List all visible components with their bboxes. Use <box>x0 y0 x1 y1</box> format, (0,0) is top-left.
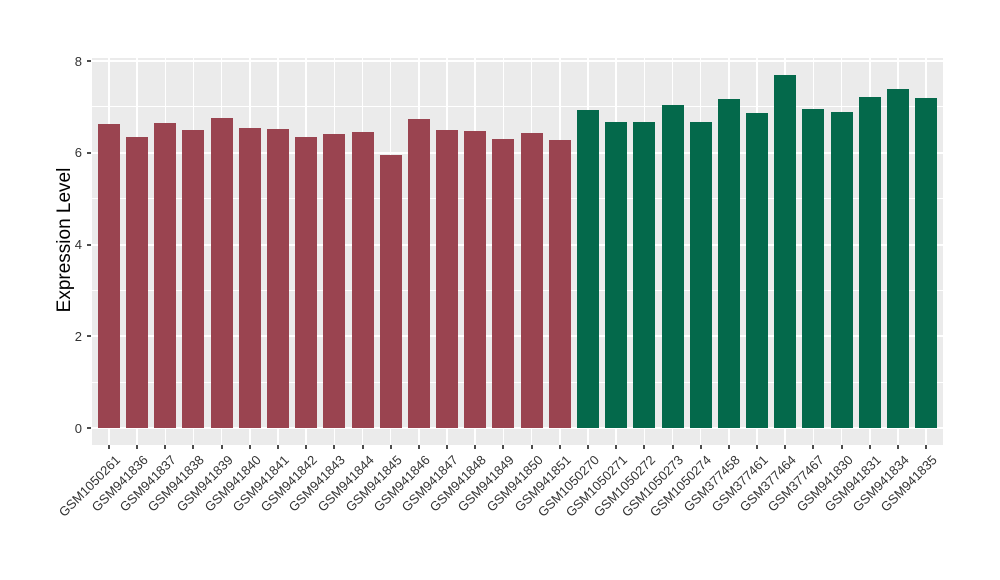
x-tick-mark <box>671 445 674 449</box>
x-tick-mark <box>474 445 477 449</box>
x-tick-mark <box>446 445 449 449</box>
x-tick-mark <box>615 445 618 449</box>
y-tick-label: 4 <box>74 237 82 252</box>
x-tick-mark <box>840 445 843 449</box>
bar-GSM941838 <box>182 129 205 428</box>
bar-GSM941845 <box>379 155 402 428</box>
bar-GSM1050261 <box>97 124 120 428</box>
bar-GSM941836 <box>126 136 149 428</box>
x-tick-mark <box>756 445 759 449</box>
bar-GSM941834 <box>886 88 909 428</box>
bar-GSM941846 <box>407 118 430 428</box>
x-tick-mark <box>558 445 561 449</box>
gridline-minor <box>92 289 943 291</box>
x-tick-mark <box>192 445 195 449</box>
bar-GSM1050272 <box>633 122 656 428</box>
y-tick-label: 2 <box>74 328 82 344</box>
bar-GSM941844 <box>351 132 374 428</box>
bar-GSM377464 <box>774 74 797 428</box>
bar-GSM941837 <box>154 122 177 428</box>
bar-GSM941847 <box>436 129 459 428</box>
x-tick-mark <box>812 445 815 449</box>
bar-GSM941842 <box>295 136 318 428</box>
y-tick-label: 8 <box>74 53 82 69</box>
bar-GSM377467 <box>802 109 825 428</box>
x-tick-mark <box>896 445 899 449</box>
x-tick-mark <box>530 445 533 449</box>
gridline-minor <box>92 106 943 108</box>
x-tick-mark <box>643 445 646 449</box>
gridline-major <box>92 60 943 62</box>
bar-GSM941830 <box>830 112 853 428</box>
x-tick-mark <box>136 445 139 449</box>
x-tick-mark <box>361 445 364 449</box>
x-tick-mark <box>389 445 392 449</box>
bar-GSM1050274 <box>689 121 712 428</box>
gridline-minor <box>92 381 943 383</box>
bar-GSM1050270 <box>576 110 599 428</box>
y-tick-label: 0 <box>74 420 82 436</box>
bar-GSM941851 <box>548 139 571 428</box>
x-tick-mark <box>276 445 279 449</box>
y-tick-mark <box>87 335 91 338</box>
bar-GSM941850 <box>520 133 543 428</box>
bar-GSM941848 <box>464 131 487 428</box>
bar-GSM941841 <box>266 128 289 428</box>
y-tick-label: 6 <box>74 145 82 161</box>
bar-GSM941840 <box>238 127 261 428</box>
x-tick-mark <box>925 445 928 449</box>
bar-GSM377461 <box>746 112 769 428</box>
gridline-major <box>92 335 943 338</box>
x-tick-mark <box>107 445 110 449</box>
bar-GSM1050273 <box>661 104 684 428</box>
x-tick-mark <box>333 445 336 449</box>
gridline-major <box>92 151 943 154</box>
bar-GSM941831 <box>858 96 881 428</box>
bar-GSM941849 <box>492 138 515 428</box>
x-tick-mark <box>586 445 589 449</box>
y-tick-mark <box>87 60 91 62</box>
x-tick-mark <box>248 445 251 449</box>
x-tick-mark <box>727 445 730 449</box>
bar-GSM1050271 <box>605 121 628 428</box>
x-tick-mark <box>784 445 787 449</box>
gridline-minor <box>92 198 943 200</box>
bar-GSM941843 <box>323 134 346 428</box>
gridline-major <box>92 243 943 246</box>
gridline-major <box>92 427 943 429</box>
x-tick-mark <box>868 445 871 449</box>
x-tick-mark <box>502 445 505 449</box>
x-tick-mark <box>305 445 308 449</box>
y-tick-mark <box>87 243 91 246</box>
x-tick-mark <box>220 445 223 449</box>
x-tick-mark <box>417 445 420 449</box>
bar-GSM941839 <box>210 117 233 428</box>
plot-panel <box>92 58 943 445</box>
bar-GSM377458 <box>717 98 740 428</box>
bar-GSM941835 <box>915 97 938 428</box>
x-tick-mark <box>164 445 167 449</box>
x-tick-mark <box>699 445 702 449</box>
y-tick-mark <box>87 427 91 429</box>
y-tick-mark <box>87 151 91 154</box>
